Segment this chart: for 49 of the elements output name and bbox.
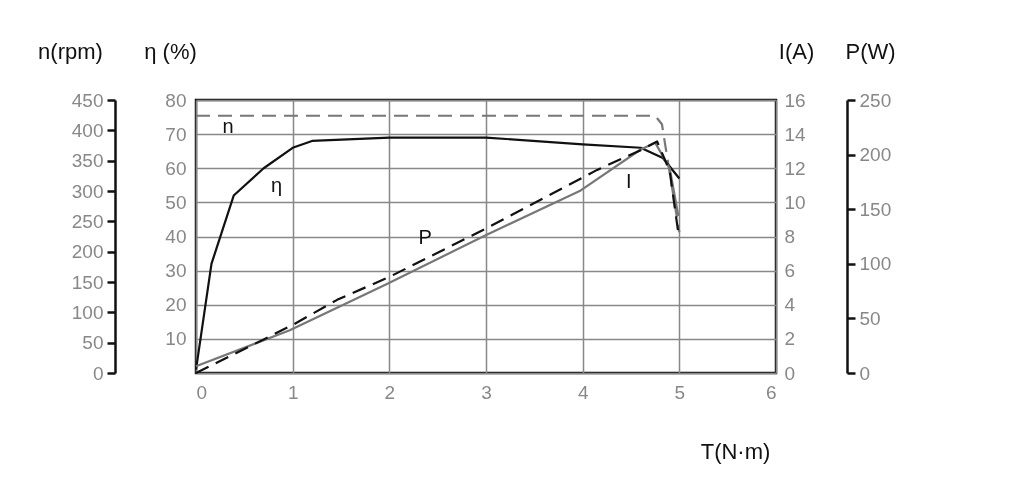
y-axis-title: P(W) bbox=[845, 38, 896, 64]
y2-tick-label: 200 bbox=[71, 241, 104, 263]
y-tick-label: 200 bbox=[859, 144, 892, 166]
y3-tick-label: 12 bbox=[784, 157, 806, 179]
x-tick-label: 2 bbox=[384, 381, 396, 403]
y3-tick-label: 6 bbox=[784, 260, 796, 282]
y-tick-label: 50 bbox=[859, 307, 881, 329]
x-tick-label: 3 bbox=[481, 381, 492, 403]
y3-axis-title: I(A) bbox=[778, 38, 815, 64]
y2-tick-label: 100 bbox=[71, 301, 104, 323]
y2-axis-title: n(rpm) bbox=[38, 38, 103, 64]
y3-tick-label: 4 bbox=[784, 294, 796, 316]
y-tick-label: 80 bbox=[165, 89, 187, 111]
y-tick-label: 250 bbox=[859, 89, 892, 111]
x-tick-label: 5 bbox=[674, 381, 686, 403]
y-tick-label: 100 bbox=[859, 253, 892, 275]
y2-tick-label: 250 bbox=[71, 210, 104, 232]
y-tick-label: 150 bbox=[859, 198, 892, 220]
y-tick-label: 70 bbox=[165, 123, 187, 145]
x-tick-label: 6 bbox=[765, 381, 777, 403]
y3-tick-label: 10 bbox=[784, 191, 806, 213]
y3-tick-label: 14 bbox=[784, 123, 807, 145]
y-tick-label: 50 bbox=[165, 191, 187, 213]
y3-tick-label: 16 bbox=[784, 89, 806, 111]
y2-tick-label: 350 bbox=[71, 150, 104, 172]
y2-tick-label: 400 bbox=[71, 119, 104, 141]
y3-tick-label: 8 bbox=[784, 226, 796, 247]
y2-tick-label: 50 bbox=[82, 332, 104, 354]
y2-tick-label: 0 bbox=[92, 362, 104, 384]
x-tick-label: 0 bbox=[196, 381, 208, 403]
series-label: I bbox=[625, 170, 632, 193]
series-label: η bbox=[271, 174, 283, 197]
y-tick-label: 30 bbox=[165, 260, 187, 282]
y3-tick-label: 2 bbox=[784, 328, 796, 350]
y-tick-label: 0 bbox=[859, 362, 871, 384]
y2-tick-label: 150 bbox=[71, 271, 104, 293]
y3-tick-label: 0 bbox=[784, 362, 796, 384]
series-label: P bbox=[418, 225, 432, 248]
y2-tick-label: 450 bbox=[71, 89, 104, 111]
y2-tick-label: 300 bbox=[71, 180, 104, 202]
x-axis-title: T(N·m) bbox=[700, 438, 771, 464]
series-label: n bbox=[222, 114, 234, 137]
y-tick-label: 20 bbox=[165, 294, 187, 316]
x-tick-label: 1 bbox=[287, 381, 299, 403]
y-tick-label: 60 bbox=[165, 157, 187, 179]
y-axis-title: η (%) bbox=[144, 38, 197, 64]
x-tick-label: 4 bbox=[577, 381, 589, 403]
y-tick-label: 10 bbox=[165, 328, 187, 350]
y-tick-label: 40 bbox=[165, 226, 187, 247]
